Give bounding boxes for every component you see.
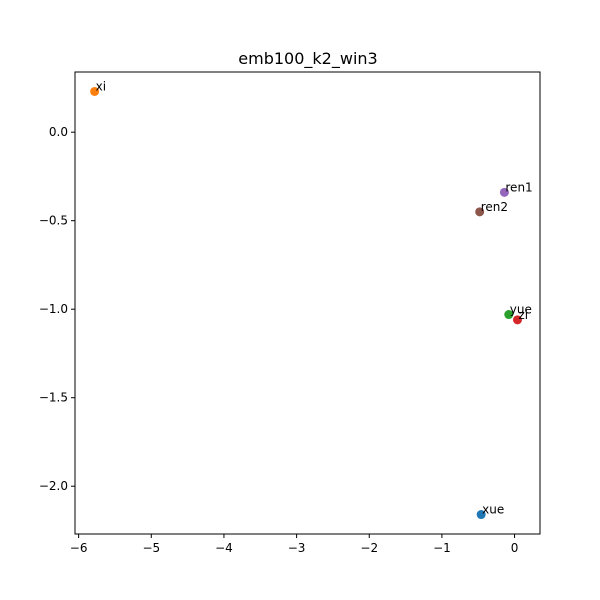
point-label-ren2: ren2 — [481, 200, 508, 214]
y-tick-label: 0.0 — [49, 125, 68, 139]
x-tick-label: −3 — [288, 541, 306, 555]
y-tick-label: −1.5 — [39, 391, 68, 405]
axes-frame — [74, 71, 541, 535]
y-axis: 0.0 −0.5 −1.0 −1.5 −2.0 — [39, 125, 75, 493]
x-tick-label: −2 — [360, 541, 378, 555]
point-label-xue: xue — [482, 503, 504, 517]
x-axis: −6 −5 −4 −3 −2 −1 0 — [70, 534, 519, 555]
data-point-ren2 — [475, 207, 485, 217]
point-label-ren1: ren1 — [505, 180, 532, 194]
data-point-yue — [504, 310, 514, 320]
x-tick-label: −1 — [433, 541, 451, 555]
x-tick-label: 0 — [511, 541, 519, 555]
data-point-xue — [476, 510, 486, 520]
point-label-zi: zi — [518, 308, 528, 322]
x-tick-label: −6 — [70, 541, 88, 555]
chart-title: emb100_k2_win3 — [238, 49, 377, 69]
y-tick-label: −0.5 — [39, 214, 68, 228]
y-tick-label: −2.0 — [39, 479, 68, 493]
point-label-xi: xi — [96, 79, 106, 93]
data-point-ren1 — [499, 187, 509, 197]
data-point-xi — [90, 86, 100, 96]
y-tick-label: −1.0 — [39, 302, 68, 316]
data-point-zi — [512, 315, 522, 325]
point-label-yue: yue — [510, 303, 532, 317]
x-tick-label: −4 — [215, 541, 233, 555]
x-tick-label: −5 — [142, 541, 160, 555]
